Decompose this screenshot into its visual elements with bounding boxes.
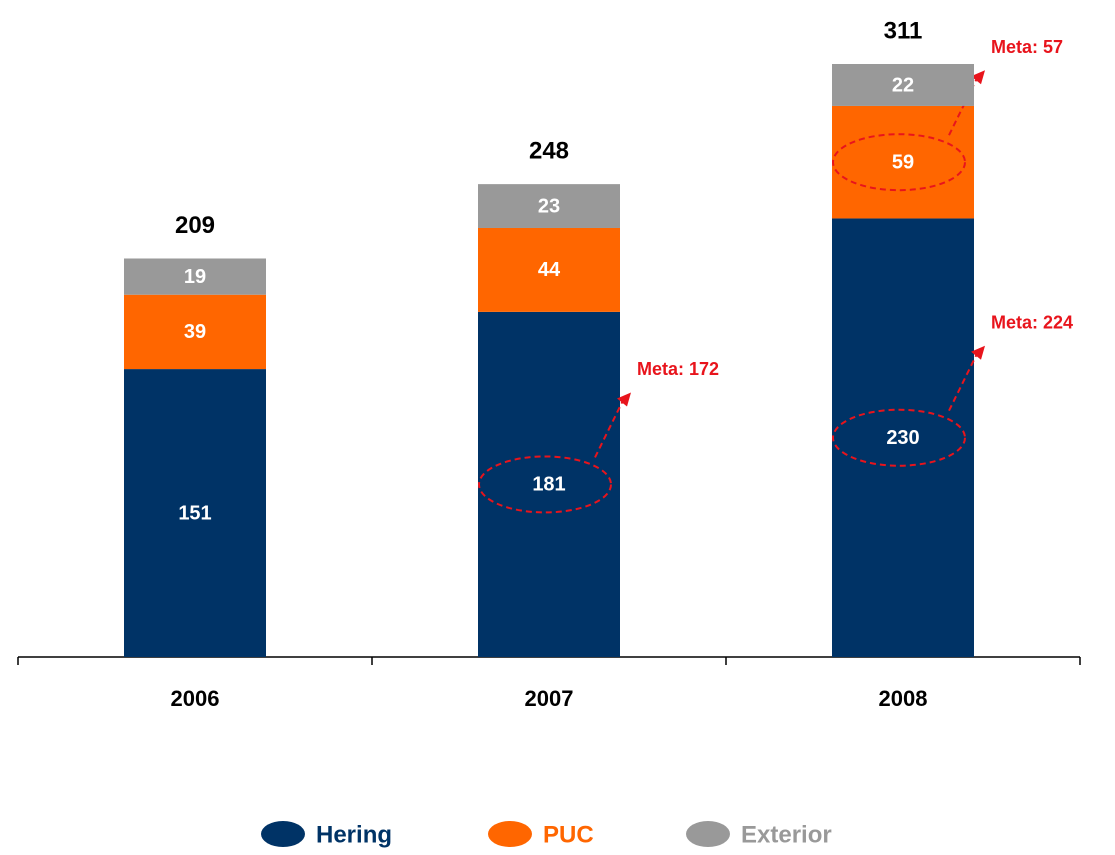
bar-segment — [124, 369, 266, 657]
data-label: 181 — [532, 474, 565, 496]
annotation-ellipse — [832, 133, 966, 192]
x-tick-label: 2008 — [879, 686, 928, 711]
annotation-arrow — [594, 399, 624, 458]
legend-swatch — [686, 821, 730, 847]
data-label: 23 — [538, 195, 560, 217]
annotation: Meta: 172 — [637, 359, 719, 379]
data-label: 151 — [178, 502, 211, 524]
annotation: Meta: 224 — [991, 312, 1073, 332]
bar-segment — [124, 258, 266, 295]
x-tick-label: 2007 — [525, 686, 574, 711]
annotation-arrow — [948, 353, 978, 412]
data-label: 59 — [892, 151, 914, 173]
annotation-arrowhead — [617, 392, 631, 407]
bar-segment — [478, 184, 620, 228]
total-label: 209 — [175, 212, 215, 239]
data-label: 44 — [538, 259, 561, 281]
bar-segment — [832, 64, 974, 106]
annotation-ellipse — [832, 408, 966, 467]
data-label: 22 — [892, 74, 914, 96]
legend-swatch — [488, 821, 532, 847]
bar-segment — [832, 218, 974, 657]
data-label: 39 — [184, 321, 206, 343]
data-label: 230 — [886, 427, 919, 449]
annotation-ellipse — [478, 455, 612, 514]
legend-swatch — [261, 821, 305, 847]
bar-segment — [832, 105, 974, 219]
legend-label: PUC — [543, 821, 594, 848]
annotation-arrowhead — [971, 70, 985, 85]
legend-label: Exterior — [741, 821, 832, 848]
annotation: Meta: 57 — [991, 37, 1063, 57]
x-tick-label: 2006 — [171, 686, 220, 711]
bar-segment — [124, 294, 266, 370]
annotation-arrowhead — [971, 345, 985, 360]
total-label: 311 — [884, 17, 923, 44]
legend-label: Hering — [316, 821, 392, 848]
bar-segment — [478, 227, 620, 312]
data-label: 19 — [184, 266, 206, 288]
total-label: 248 — [529, 137, 569, 164]
bar-segment — [478, 311, 620, 657]
